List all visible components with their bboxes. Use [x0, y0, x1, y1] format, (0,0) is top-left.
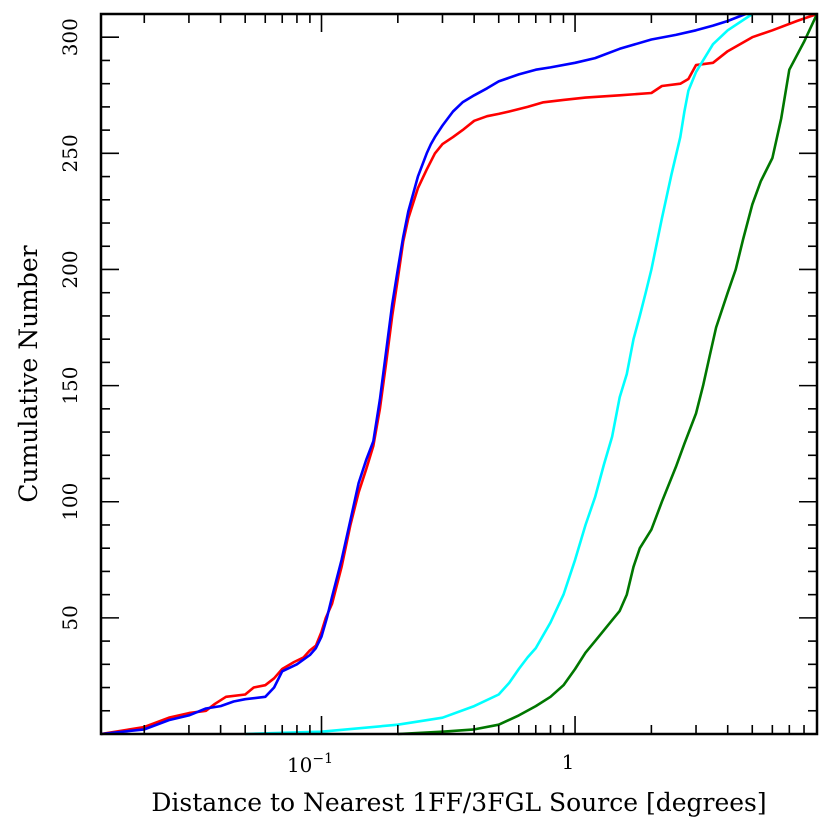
- series-line-1: [100, 12, 746, 736]
- series-line-2: [245, 12, 754, 736]
- y-tick-labels: 50 100 150 200 250 300: [58, 18, 82, 631]
- x-axis-label: Distance to Nearest 1FF/3FGL Source [deg…: [151, 788, 766, 817]
- y-axis-label: Cumulative Number: [14, 245, 43, 502]
- series-line-3: [397, 13, 819, 736]
- y-tick-label: 200: [58, 250, 82, 288]
- plot-frame: [99, 12, 819, 736]
- x-tick-label-1: 1: [562, 750, 575, 774]
- y-tick-label: 300: [58, 18, 82, 56]
- series-lines: [100, 12, 819, 736]
- y-tick-label: 100: [58, 483, 82, 521]
- x-tick-label-0.1: 10−1: [287, 751, 333, 777]
- axis-ticks: [101, 13, 818, 734]
- y-tick-label: 50: [58, 605, 82, 630]
- series-line-0: [100, 12, 818, 736]
- y-tick-label: 150: [58, 367, 82, 405]
- y-tick-label: 250: [58, 134, 82, 172]
